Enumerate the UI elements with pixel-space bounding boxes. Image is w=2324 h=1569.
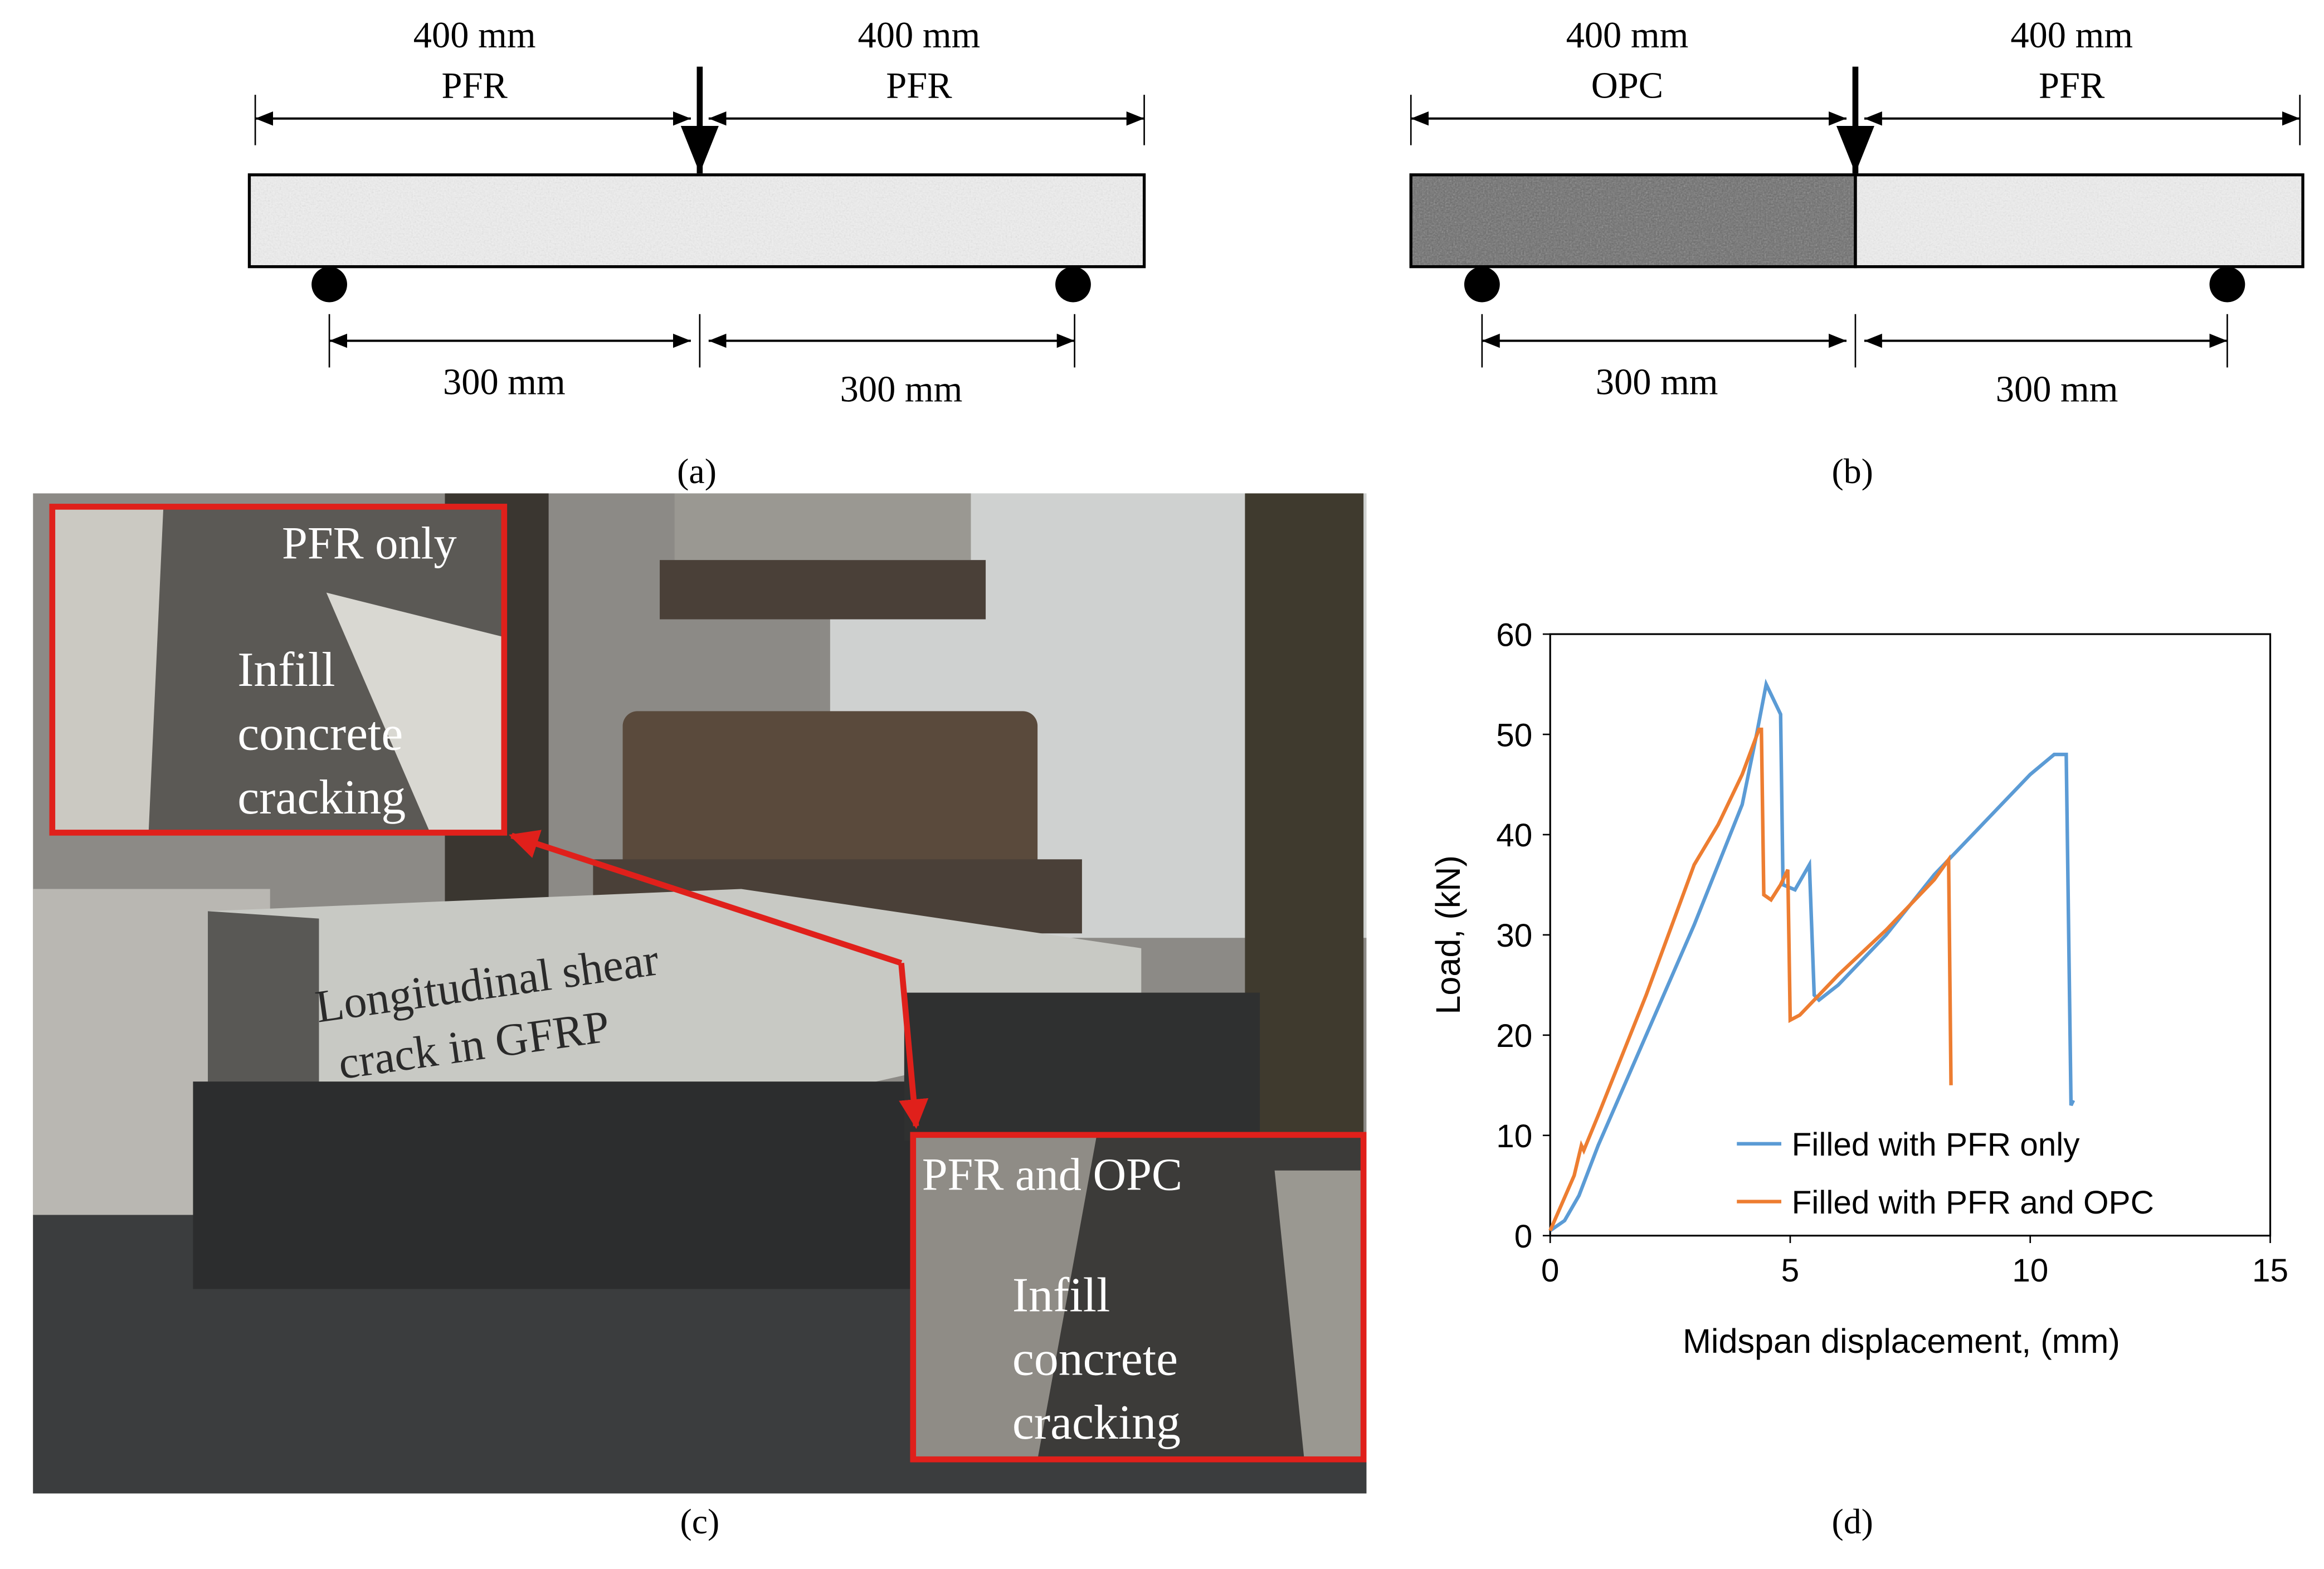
panel-label: (b) xyxy=(1831,451,1873,491)
support xyxy=(1464,266,1500,303)
beam-texture xyxy=(249,174,1144,267)
panel-b: 400 mm OPC 400 mm PFR 300 mm 300 mm (b) xyxy=(1409,15,2304,491)
y-tick-label: 60 xyxy=(1496,617,1532,653)
dimension-text: 400 mm xyxy=(1566,15,1689,56)
panel-label: (d) xyxy=(1831,1502,1873,1541)
callout-arrow xyxy=(509,830,903,966)
span-text: 300 mm xyxy=(840,369,963,410)
legend-label: Filled with PFR and OPC xyxy=(1792,1185,2154,1221)
data-line xyxy=(1548,727,1953,1231)
inset-title: PFR only xyxy=(282,518,457,568)
note-line: concrete xyxy=(1012,1332,1178,1386)
y-tick-label: 0 xyxy=(1514,1219,1533,1255)
y-tick-label: 50 xyxy=(1496,717,1532,753)
note-line: Infill xyxy=(237,642,335,696)
panel-label: (c) xyxy=(680,1502,719,1541)
photo-annotations: PFR only Infill concrete cracking PFR an… xyxy=(237,518,1190,1449)
support xyxy=(311,266,347,303)
span-text: 300 mm xyxy=(443,362,566,402)
x-axis-label: Midspan displacement, (mm) xyxy=(1683,1322,2120,1360)
inset-frame xyxy=(910,1132,1367,1463)
material-text: PFR xyxy=(442,66,508,106)
support-block xyxy=(904,992,1260,1141)
material-text: PFR xyxy=(886,66,952,106)
callout-arrow xyxy=(898,962,929,1129)
screw-column xyxy=(1245,493,1364,1146)
panel-d-chart: (d) 0 10 20 30 40 50 60 0 5 10 15 Midspan displacem… xyxy=(1429,617,2288,1541)
material-text: OPC xyxy=(1591,66,1663,106)
dimension-text: 400 mm xyxy=(2010,15,2133,56)
beam-outline xyxy=(247,173,1146,269)
gfrp-wall xyxy=(326,592,504,833)
beam-texture xyxy=(1855,174,2303,267)
inset-frame xyxy=(49,504,508,836)
material-text: PFR xyxy=(2039,66,2105,106)
x-tick-label: 15 xyxy=(2252,1253,2288,1289)
inset-note: Infill concrete cracking xyxy=(237,642,415,824)
x-tick-label: 5 xyxy=(1781,1253,1800,1289)
span-text: 300 mm xyxy=(1996,369,2118,410)
support-block xyxy=(193,1081,934,1289)
dimension-text: 400 mm xyxy=(858,15,981,56)
beam-texture xyxy=(1411,174,1855,267)
legend-label: Filled with PFR only xyxy=(1792,1127,2081,1163)
gfrp-wall xyxy=(52,506,164,833)
note-line: concrete xyxy=(237,706,403,761)
loading-head xyxy=(622,711,1038,874)
gfrp-wall xyxy=(913,1134,1097,1460)
gfrp-wall xyxy=(1274,1170,1364,1460)
y-tick-label: 10 xyxy=(1496,1118,1532,1154)
span-text: 300 mm xyxy=(1596,362,1718,402)
beam-outline xyxy=(1854,173,2304,269)
x-tick-label: 0 xyxy=(1541,1253,1560,1289)
note-line: Infill xyxy=(1012,1268,1110,1322)
note-line: cracking xyxy=(237,770,406,824)
inset-note: Infill concrete cracking xyxy=(1012,1268,1190,1449)
dimension-text: 400 mm xyxy=(413,15,536,56)
y-tick-label: 40 xyxy=(1496,817,1532,854)
panel-c: PFR only Infill concrete cracking PFR an… xyxy=(33,493,1367,1541)
inset-title: PFR and OPC xyxy=(922,1149,1182,1200)
support xyxy=(2209,266,2245,303)
ram xyxy=(674,493,971,561)
y-tick-label: 20 xyxy=(1496,1018,1532,1054)
ram-plate xyxy=(660,560,986,620)
panel-a: 400 mm PFR 400 mm PFR 300 mm 300 mm (a) xyxy=(247,15,1146,491)
y-axis-label: Load, (kN) xyxy=(1429,855,1467,1014)
y-tick-label: 30 xyxy=(1496,918,1532,954)
panel-label: (a) xyxy=(677,451,717,491)
x-tick-label: 10 xyxy=(2012,1253,2048,1289)
support xyxy=(1055,266,1091,303)
note-line: cracking xyxy=(1012,1395,1181,1449)
